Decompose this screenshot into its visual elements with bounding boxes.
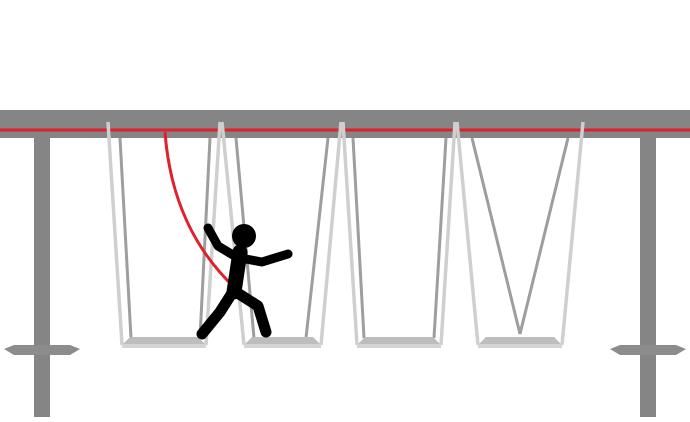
swing-2-front-rope-2: [319, 121, 343, 346]
swing-3-front-rope-2: [439, 121, 457, 346]
swing-seat-3-top: [357, 337, 441, 345]
swing-1-back-rope-1: [118, 137, 133, 339]
swing-seat-1-top: [122, 337, 206, 345]
figure-left-arm: [203, 223, 243, 263]
swing-seat-3-edge: [357, 344, 441, 348]
swing-1-back-rope-2: [198, 137, 212, 339]
swing-3-back-rope-2: [432, 137, 448, 339]
swing-2-back-rope-2: [304, 137, 330, 339]
swing-3-front-rope-1: [341, 121, 359, 346]
swing-4-front-rope-1: [455, 121, 480, 346]
swing-seat-3: [357, 337, 441, 348]
swing-4-back-rope-1: [470, 137, 522, 335]
swing-3-back-rope-1: [351, 137, 366, 339]
swing-seat-4-top: [478, 337, 562, 345]
swing-4-back-rope-2: [518, 137, 570, 335]
swing-seat-1: [122, 337, 206, 348]
swing-seat-2-edge: [244, 344, 321, 348]
swing-seat-2: [244, 337, 321, 348]
support-post-left: [4, 138, 80, 417]
figure-head: [232, 224, 256, 248]
support-post-right: [610, 138, 686, 417]
figure-right-leg: [230, 286, 272, 338]
swing-4-front-rope-2: [560, 121, 585, 346]
figure-right-arm: [235, 249, 293, 267]
lanyard: [163, 131, 237, 290]
swing-seats: [122, 337, 562, 348]
swing-seat-4-edge: [478, 344, 562, 348]
back-ropes: [118, 137, 570, 339]
swing-seat-1-edge: [122, 344, 206, 348]
swing-1-front-rope-1: [106, 121, 124, 346]
figure-left-leg: [196, 284, 240, 340]
climber-figure: [196, 223, 293, 340]
swing-seat-4: [478, 337, 562, 348]
swing-seat-2-top: [244, 337, 321, 345]
front-ropes: [106, 121, 585, 346]
